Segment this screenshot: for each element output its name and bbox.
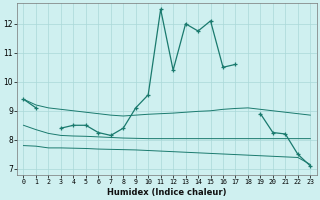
- X-axis label: Humidex (Indice chaleur): Humidex (Indice chaleur): [107, 188, 227, 197]
